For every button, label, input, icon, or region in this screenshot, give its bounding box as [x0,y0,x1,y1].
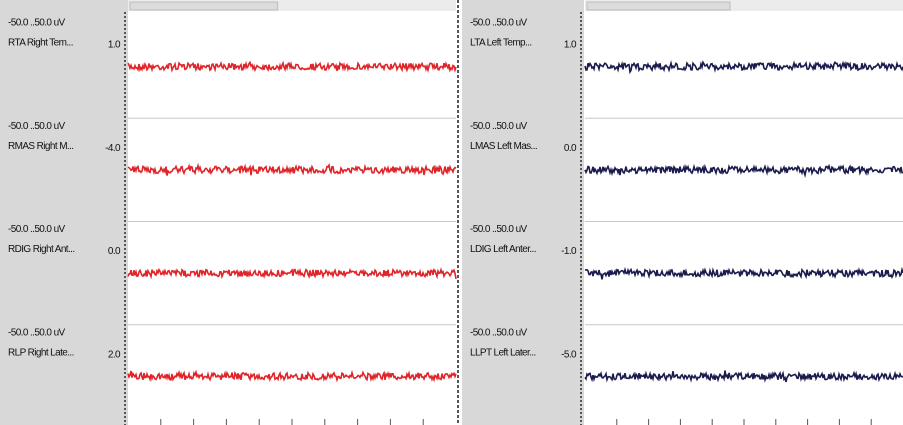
channel-value: -4.0 [105,143,121,154]
channel-range: -50.0 ..50.0 uV [470,327,528,338]
channel-range: -50.0 ..50.0 uV [470,224,528,235]
channel-name: RMAS Right M... [8,141,73,152]
signal-trace [127,162,457,177]
signal-trace [127,60,457,74]
label-column [0,0,128,425]
plot-area [128,0,456,425]
channel-name: LMAS Left Mas... [470,141,537,152]
channel-range: -50.0 ..50.0 uV [8,121,66,132]
channel-value: 0.0 [564,143,577,154]
signal-trace [584,163,903,179]
scroll-strip [585,0,903,11]
channel-value: 2.0 [108,349,121,360]
channel-name: RLP Right Late... [8,347,74,358]
scroll-thumb [129,1,279,11]
channel-value: 1.0 [564,40,577,51]
channel-name: LDIG Left Anter... [470,244,536,255]
plot-area [585,0,903,425]
scroll-strip [128,0,456,11]
channel-value: -5.0 [561,349,577,360]
channel-name: RDIG Right Ant... [8,244,75,255]
signal-trace [127,267,457,280]
signal-trace [584,60,903,75]
channel-value: 1.0 [108,40,121,51]
channel-value: -1.0 [561,246,577,257]
channel-range: -50.0 ..50.0 uV [470,18,528,29]
signal-trace [584,266,903,280]
channel-name: LTA Left Temp... [470,38,532,49]
signal-trace [127,369,457,383]
channel-name: RTA Right Tem... [8,38,73,49]
channel-name: LLPT Left Later... [470,347,536,358]
channel-range: -50.0 ..50.0 uV [8,18,66,29]
signal-trace [584,370,903,383]
channel-range: -50.0 ..50.0 uV [8,224,66,235]
scroll-thumb [586,1,731,11]
label-column [462,0,584,425]
channel-range: -50.0 ..50.0 uV [470,121,528,132]
channel-value: 0.0 [108,246,121,257]
channel-range: -50.0 ..50.0 uV [8,327,66,338]
